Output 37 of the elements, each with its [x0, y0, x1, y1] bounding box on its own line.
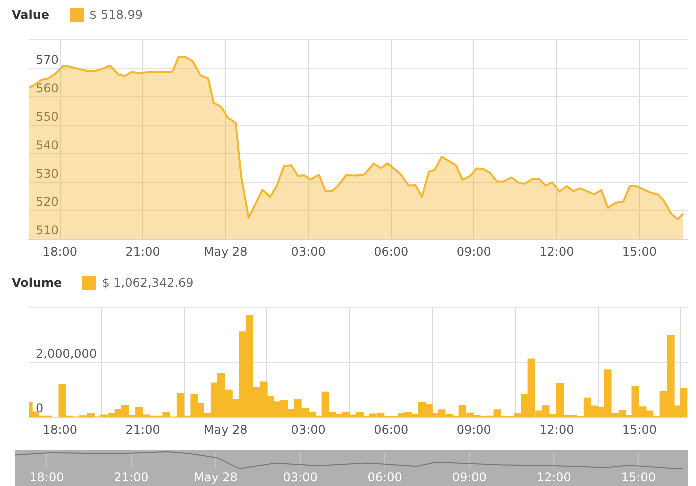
- y-tick-label: 540: [36, 138, 59, 152]
- y-tick-label: 570: [36, 52, 59, 67]
- x-tick-label: 09:00: [456, 422, 492, 437]
- x-tick-label: 03:00: [291, 244, 326, 259]
- x-tick-label: 15:00: [621, 470, 656, 484]
- legend-label: Value: [12, 8, 50, 22]
- x-tick-label: May 28: [204, 422, 248, 437]
- x-tick-label: 06:00: [374, 422, 409, 437]
- x-tick-label: 15:00: [622, 244, 658, 259]
- x-tick-label: 18:00: [42, 422, 78, 437]
- legend-label: Volume: [12, 276, 62, 290]
- x-tick-label: 09:00: [452, 470, 487, 484]
- y-tick-label: 0: [36, 402, 44, 416]
- x-tick-label: May 28: [194, 470, 238, 484]
- y-tick-label: 550: [36, 110, 59, 124]
- x-tick-label: 06:00: [374, 244, 409, 259]
- x-tick-label: 12:00: [540, 422, 574, 437]
- x-tick-label: 21:00: [126, 244, 160, 259]
- y-tick-label: 520: [36, 195, 59, 210]
- x-tick-label: 21:00: [126, 422, 160, 437]
- x-tick-label: 12:00: [536, 470, 572, 484]
- y-tick-label: 510: [36, 224, 59, 238]
- x-tick-label: 21:00: [114, 470, 149, 484]
- x-tick-label: 03:00: [291, 422, 326, 437]
- x-tick-label: 18:00: [42, 244, 78, 259]
- y-tick-label: 530: [36, 166, 59, 181]
- text: $ 1,062,342.69: [102, 276, 194, 290]
- x-tick-label: 15:00: [622, 422, 658, 437]
- text: $ 518.99: [90, 8, 143, 22]
- x-tick-label: 06:00: [368, 470, 402, 484]
- x-tick-label: 18:00: [30, 470, 64, 484]
- x-tick-label: 12:00: [540, 244, 574, 259]
- x-tick-label: May 28: [204, 244, 248, 259]
- x-tick-label: 09:00: [456, 244, 492, 259]
- y-tick-label: 2,000,000: [36, 347, 98, 362]
- y-tick-label: 560: [36, 81, 59, 96]
- x-tick-label: 03:00: [283, 470, 318, 484]
